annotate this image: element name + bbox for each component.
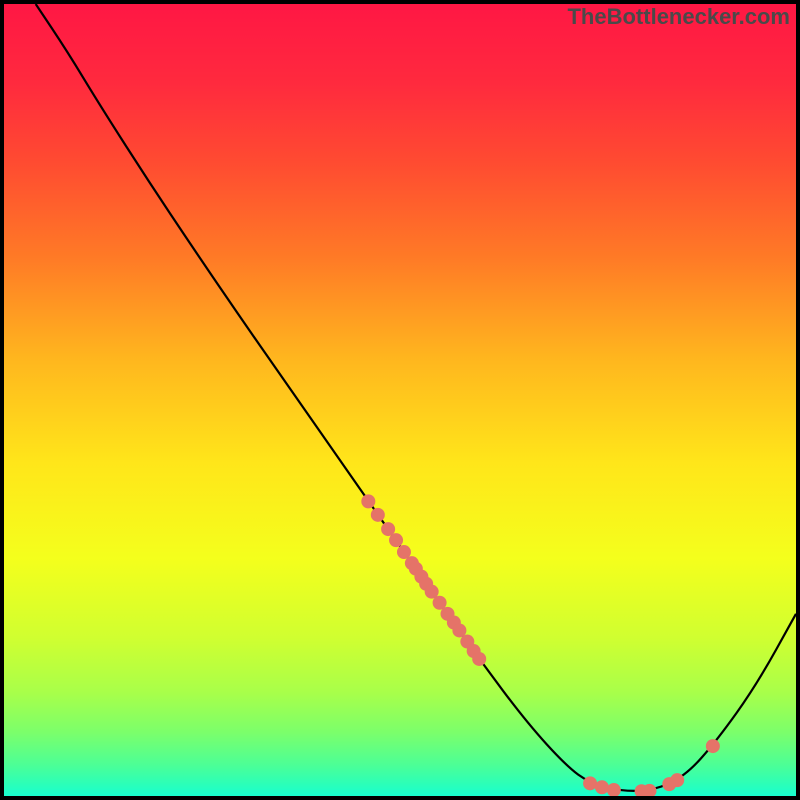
chart-svg (4, 4, 796, 796)
data-marker (371, 508, 385, 522)
plot-background (4, 4, 796, 796)
data-marker (706, 739, 720, 753)
data-marker (595, 780, 609, 794)
data-marker (583, 776, 597, 790)
chart-container: TheBottlenecker.com (0, 0, 800, 800)
data-marker (670, 773, 684, 787)
data-marker (472, 652, 486, 666)
watermark-text: TheBottlenecker.com (567, 4, 790, 30)
data-marker (361, 494, 375, 508)
data-marker (389, 533, 403, 547)
